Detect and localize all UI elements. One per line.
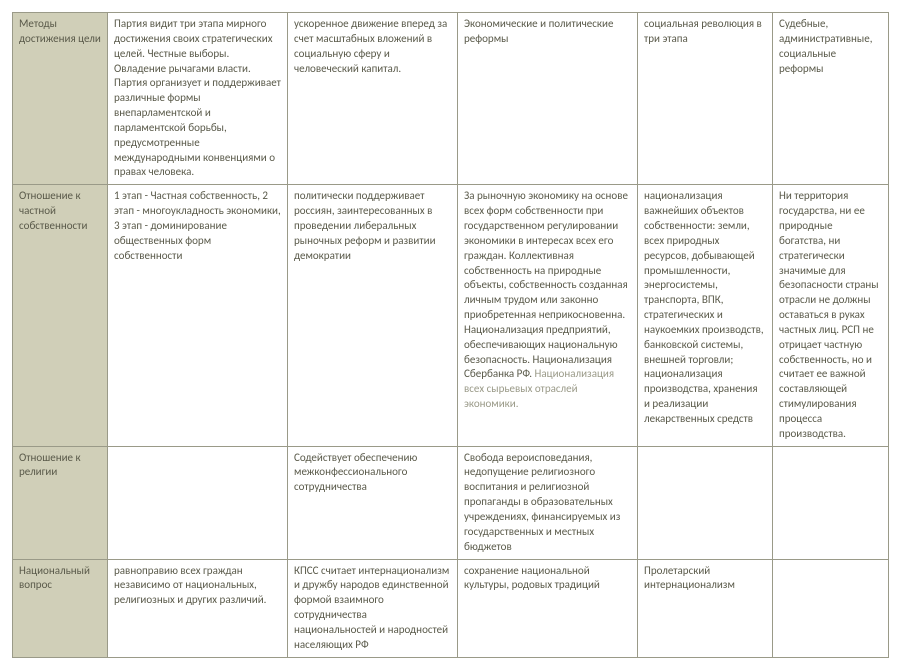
table-cell: равноправию всех граждан независимо от н… xyxy=(108,559,288,657)
table-cell xyxy=(773,446,889,559)
table-cell: ускоренное движение вперед за счет масшт… xyxy=(288,13,458,185)
table-cell: Свобода вероисповедания, недопущение рел… xyxy=(458,446,638,559)
table-cell: Ни территория государства, ни ее природн… xyxy=(773,185,889,446)
table-cell: КПСС считает интернационализм и дружбу н… xyxy=(288,559,458,657)
row-header: Методы достижения цели xyxy=(13,13,108,185)
row-header: Отношение к религии xyxy=(13,446,108,559)
cell-text: За рыночную экономику на основе всех фор… xyxy=(464,189,628,380)
table-row: Национальный вопрос равноправию всех гра… xyxy=(13,559,889,657)
table-cell: Пролетарский интернационализм xyxy=(638,559,773,657)
table-cell: сохранение национальной культуры, родовы… xyxy=(458,559,638,657)
table-cell: Экономические и политические реформы xyxy=(458,13,638,185)
table-cell: 1 этап - Частная собственность, 2 этап -… xyxy=(108,185,288,446)
table-cell: За рыночную экономику на основе всех фор… xyxy=(458,185,638,446)
table-cell: социальная революция в три этапа xyxy=(638,13,773,185)
table-cell: Партия видит три этапа мирного достижени… xyxy=(108,13,288,185)
table-cell: политически поддерживает россиян, заинте… xyxy=(288,185,458,446)
table-cell xyxy=(638,446,773,559)
table-row: Отношение к религии Содействует обеспече… xyxy=(13,446,889,559)
table-cell: Судебные, административные, социальные р… xyxy=(773,13,889,185)
comparison-table: Методы достижения цели Партия видит три … xyxy=(12,12,889,658)
table-cell xyxy=(773,559,889,657)
table-row: Методы достижения цели Партия видит три … xyxy=(13,13,889,185)
table-row: Отношение к частной собственности 1 этап… xyxy=(13,185,889,446)
table-cell: национализация важнейших объектов собств… xyxy=(638,185,773,446)
table-cell: Содействует обеспечению межконфессиональ… xyxy=(288,446,458,559)
row-header: Национальный вопрос xyxy=(13,559,108,657)
table-cell xyxy=(108,446,288,559)
row-header: Отношение к частной собственности xyxy=(13,185,108,446)
